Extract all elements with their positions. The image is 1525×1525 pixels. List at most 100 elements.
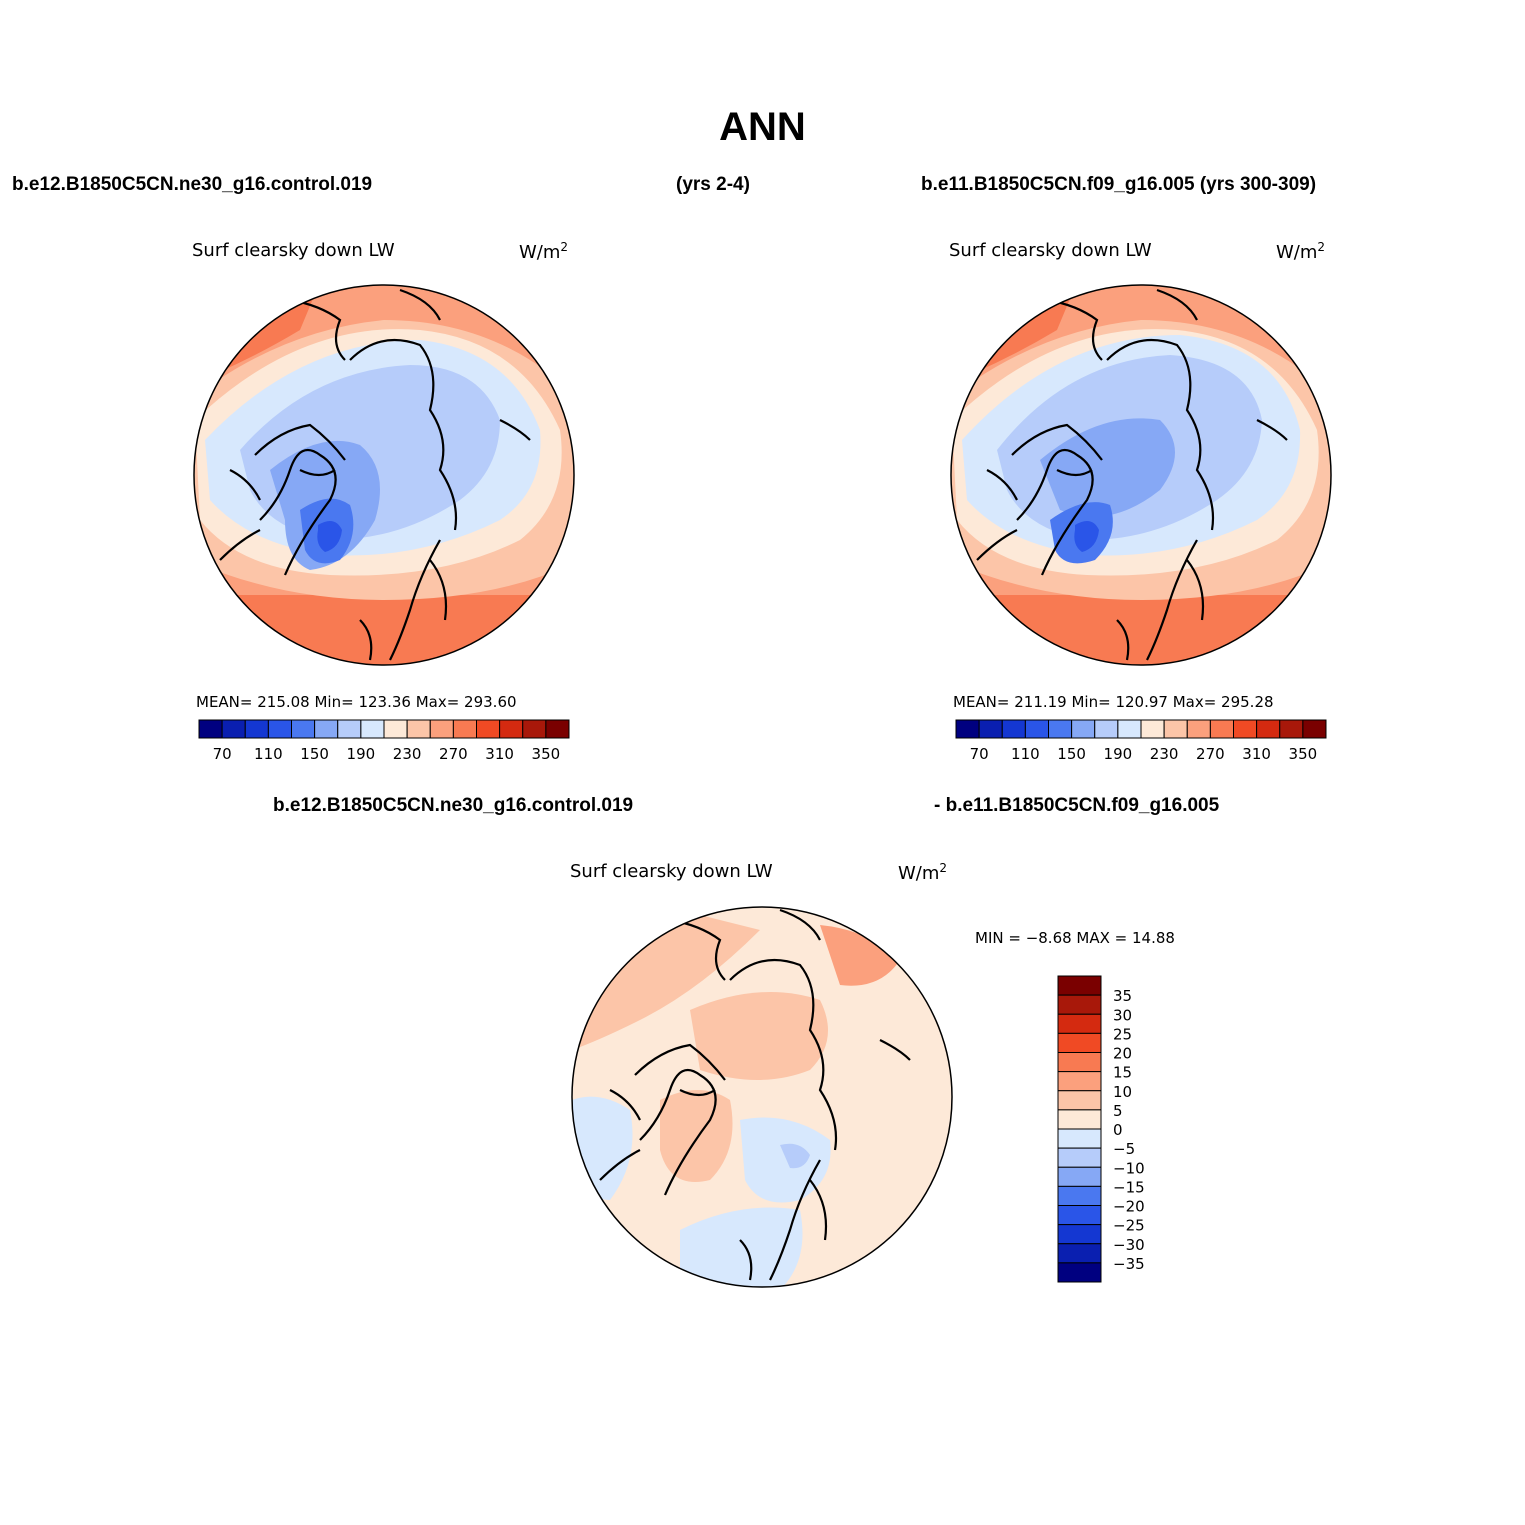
colorbar-swatch [337, 719, 362, 739]
colorbar-tick-label: −20 [1113, 1198, 1145, 1216]
panel1-variable: Surf clearsky down LW [192, 240, 395, 261]
panel2-map-border [950, 284, 1332, 666]
colorbar-tick-label: 150 [300, 745, 329, 763]
colorbar-swatch [1071, 719, 1096, 739]
colorbar-swatch [1057, 975, 1102, 996]
colorbar-tick-label: 35 [1113, 987, 1132, 1005]
colorbar-tick-label: 230 [1150, 745, 1179, 763]
case1-label: b.e12.B1850C5CN.ne30_g16.control.019 [12, 174, 373, 195]
colorbar-swatch [429, 719, 454, 739]
colorbar-swatch [978, 719, 1003, 739]
colorbar-swatch [1117, 719, 1142, 739]
colorbar-swatch [244, 719, 269, 739]
colorbar-tick-label: 5 [1113, 1102, 1123, 1120]
colorbar-tick-label: −35 [1113, 1255, 1145, 1273]
colorbar-tick-label: 270 [439, 745, 468, 763]
panel2-variable: Surf clearsky down LW [949, 240, 1152, 261]
colorbar-tick-label: 310 [1242, 745, 1271, 763]
colorbar-swatch [1057, 1243, 1102, 1264]
panel2-stats: MEAN= 211.19 Min= 120.97 Max= 295.28 [953, 693, 1274, 711]
panel1-colorbar: 70 110 150 190 230 270 310 350 [198, 719, 570, 763]
colorbar-swatch [1233, 719, 1258, 739]
colorbar-tick-label: 20 [1113, 1045, 1132, 1063]
colorbar-tick-label: 110 [1011, 745, 1040, 763]
colorbar-swatch [1057, 1185, 1102, 1206]
colorbar-tick-label: 10 [1113, 1083, 1132, 1101]
colorbar-swatch [1057, 1013, 1102, 1034]
panel2-units: W/m2 [1276, 240, 1326, 263]
colorbar-swatch [1163, 719, 1188, 739]
case2-label: b.e11.B1850C5CN.f09_g16.005 (yrs 300-309… [921, 174, 1317, 195]
colorbar-swatch [1057, 1071, 1102, 1092]
colorbar-swatch [291, 719, 316, 739]
colorbar-swatch [955, 719, 980, 739]
colorbar-swatch [198, 719, 223, 739]
colorbar-swatch [522, 719, 547, 739]
diff-case1-label: b.e12.B1850C5CN.ne30_g16.control.019 [273, 795, 634, 816]
colorbar-tick-label: 270 [1196, 745, 1225, 763]
colorbar-tick-label: −15 [1113, 1178, 1145, 1196]
colorbar-tick-label: 150 [1057, 745, 1086, 763]
colorbar-swatch [1057, 994, 1102, 1015]
panel3-stats: MIN = −8.68 MAX = 14.88 [975, 929, 1175, 947]
colorbar-swatch [1279, 719, 1304, 739]
colorbar-swatch [406, 719, 431, 739]
colorbar-swatch [1256, 719, 1281, 739]
colorbar-swatch [1048, 719, 1073, 739]
colorbar-tick-label: 310 [485, 745, 514, 763]
colorbar-swatch [1057, 1090, 1102, 1111]
colorbar-tick-label: 0 [1113, 1121, 1123, 1139]
panel1-map [194, 285, 574, 665]
colorbar-swatch [360, 719, 385, 739]
colorbar-swatch [1057, 1166, 1102, 1187]
colorbar-tick-label: 350 [1289, 745, 1318, 763]
panel3-variable: Surf clearsky down LW [570, 861, 773, 882]
panel1-stats: MEAN= 215.08 Min= 123.36 Max= 293.60 [196, 693, 517, 711]
panel2-map [951, 285, 1331, 665]
colorbar-swatch [221, 719, 246, 739]
colorbar-swatch [1057, 1128, 1102, 1149]
colorbar-swatch [1001, 719, 1026, 739]
case1-years-label: (yrs 2-4) [676, 174, 750, 195]
colorbar-tick-label: −25 [1113, 1217, 1145, 1235]
panel1-map-border [193, 284, 575, 666]
colorbar-tick-label: −5 [1113, 1140, 1135, 1158]
colorbar-tick-label: 25 [1113, 1025, 1132, 1043]
panel3-map [572, 907, 952, 1287]
colorbar-tick-label: 350 [532, 745, 561, 763]
panel3-units: W/m2 [898, 861, 948, 884]
colorbar-swatch [267, 719, 292, 739]
colorbar-swatch [545, 719, 570, 739]
colorbar-tick-label: 110 [254, 745, 283, 763]
colorbar-swatch [1094, 719, 1119, 739]
colorbar-swatch [1186, 719, 1211, 739]
diff-case2-label: - b.e11.B1850C5CN.f09_g16.005 [934, 795, 1220, 816]
colorbar-swatch [1140, 719, 1165, 739]
colorbar-swatch [499, 719, 524, 739]
colorbar-swatch [1024, 719, 1049, 739]
colorbar-swatch [314, 719, 339, 739]
colorbar-tick-label: 190 [347, 745, 376, 763]
colorbar-swatch [1057, 1224, 1102, 1245]
colorbar-tick-label: 190 [1104, 745, 1133, 763]
colorbar-tick-label: −30 [1113, 1236, 1145, 1254]
panel3-map-border [571, 906, 953, 1288]
colorbar-swatch [1057, 1205, 1102, 1226]
colorbar-swatch [383, 719, 408, 739]
colorbar-swatch [1057, 1109, 1102, 1130]
colorbar-swatch [1209, 719, 1234, 739]
colorbar-swatch [1057, 1262, 1102, 1283]
colorbar-tick-label: 230 [393, 745, 422, 763]
figure-title: ANN [719, 105, 806, 149]
colorbar-tick-label: 30 [1113, 1006, 1132, 1024]
colorbar-tick-label: 70 [213, 745, 232, 763]
colorbar-tick-label: −10 [1113, 1159, 1145, 1177]
colorbar-swatch [452, 719, 477, 739]
colorbar-tick-label: 70 [970, 745, 989, 763]
panel2-colorbar: 70 110 150 190 230 270 310 350 [955, 719, 1327, 763]
colorbar-tick-label: 15 [1113, 1064, 1132, 1082]
colorbar-swatch [1057, 1052, 1102, 1073]
panel1-units: W/m2 [519, 240, 569, 263]
